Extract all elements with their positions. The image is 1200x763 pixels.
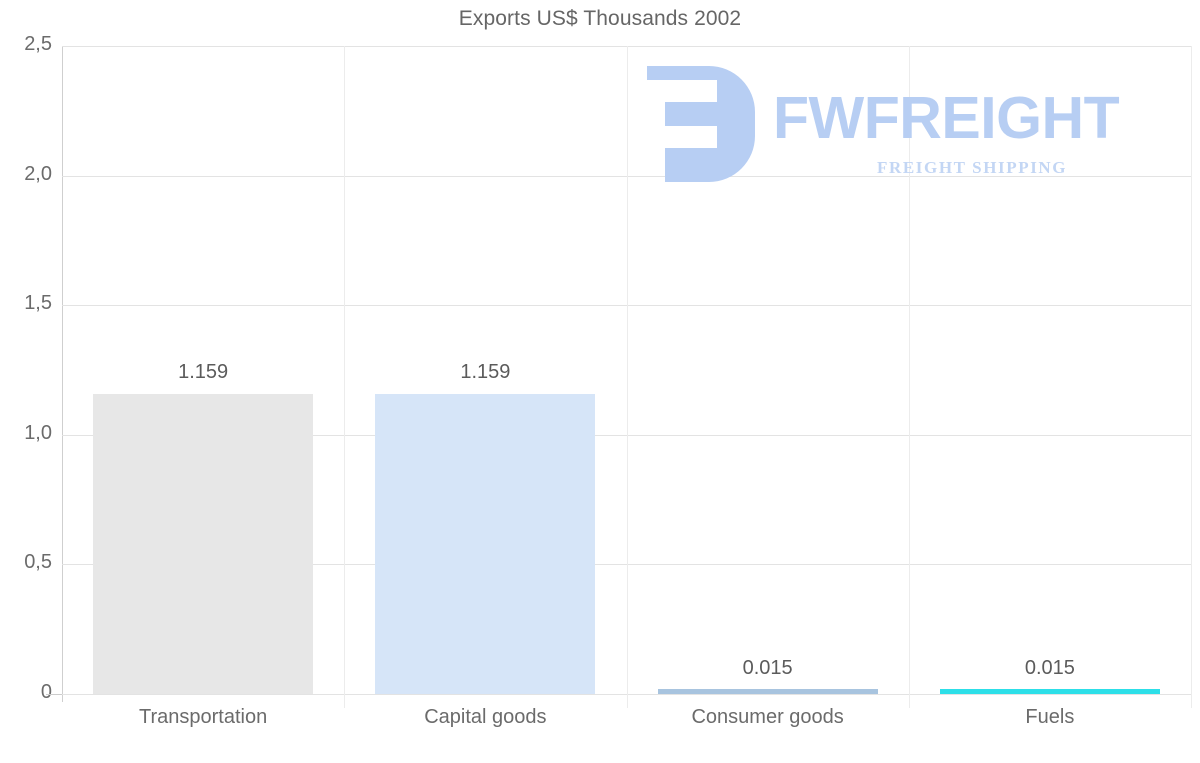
y-axis-tick-label: 1,5 <box>24 292 52 315</box>
bar-value-label: 0.015 <box>1024 657 1075 680</box>
bar-value-label: 1.159 <box>460 360 511 383</box>
x-axis-category-label: Fuels <box>1025 706 1075 728</box>
bar-value-label: 1.159 <box>178 360 229 383</box>
category-separator <box>344 46 346 708</box>
bar[interactable] <box>939 689 1160 694</box>
x-axis-category-label: Capital goods <box>424 706 547 728</box>
y-axis-tick-label: 0,5 <box>24 551 52 574</box>
bar[interactable] <box>375 393 596 694</box>
x-axis-category-label: Transportation <box>139 706 268 728</box>
y-axis-tick-label: 2,5 <box>24 33 52 55</box>
plot-area <box>62 46 1192 708</box>
chart-title: Exports US$ Thousands 2002 <box>458 7 742 30</box>
category-separator <box>626 46 628 708</box>
bar[interactable] <box>657 689 878 694</box>
y-axis-tick-label: 0 <box>40 681 52 703</box>
y-axis-tick-label: 2,0 <box>24 162 52 185</box>
category-separator <box>1191 46 1192 708</box>
y-axis-tick-labels: 2,5 2,0 1,5 1,0 0,5 0 <box>0 0 52 763</box>
bar[interactable] <box>93 393 314 694</box>
y-axis-line <box>62 46 63 702</box>
y-axis-tick-label: 1,0 <box>24 421 52 444</box>
x-axis-category-label: Consumer goods <box>691 706 844 728</box>
category-separator <box>908 46 910 708</box>
bar-value-label: 0.015 <box>742 657 793 680</box>
